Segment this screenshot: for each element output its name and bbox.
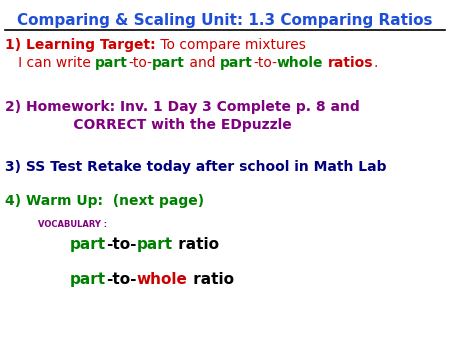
- Text: CORRECT with the EDpuzzle: CORRECT with the EDpuzzle: [5, 118, 292, 132]
- Text: part: part: [70, 272, 106, 287]
- Text: 4) Warm Up:  (next page): 4) Warm Up: (next page): [5, 194, 204, 208]
- Text: I can write: I can write: [5, 56, 95, 70]
- Text: 1): 1): [5, 38, 26, 52]
- Text: To compare mixtures: To compare mixtures: [156, 38, 306, 52]
- Text: ratio: ratio: [173, 237, 219, 252]
- Text: -to-: -to-: [106, 237, 137, 252]
- Text: part: part: [137, 237, 173, 252]
- Text: Comparing & Scaling Unit: 1.3 Comparing Ratios: Comparing & Scaling Unit: 1.3 Comparing …: [17, 13, 433, 28]
- Text: part: part: [152, 56, 185, 70]
- Text: -to-: -to-: [253, 56, 277, 70]
- Text: part: part: [95, 56, 128, 70]
- Text: ratio: ratio: [188, 272, 234, 287]
- Text: part: part: [220, 56, 253, 70]
- Text: VOCABULARY :: VOCABULARY :: [38, 220, 107, 229]
- Text: part: part: [70, 237, 106, 252]
- Text: 3) SS Test Retake today after school in Math Lab: 3) SS Test Retake today after school in …: [5, 160, 387, 174]
- Text: 2) Homework: Inv. 1 Day 3 Complete p. 8 and: 2) Homework: Inv. 1 Day 3 Complete p. 8 …: [5, 100, 360, 114]
- Text: and: and: [185, 56, 220, 70]
- Text: -to-: -to-: [128, 56, 152, 70]
- Text: -to-: -to-: [106, 272, 137, 287]
- Text: whole: whole: [137, 272, 188, 287]
- Text: whole: whole: [277, 56, 324, 70]
- Text: Learning Target:: Learning Target:: [26, 38, 156, 52]
- Text: ratios: ratios: [328, 56, 373, 70]
- Text: .: .: [373, 56, 378, 70]
